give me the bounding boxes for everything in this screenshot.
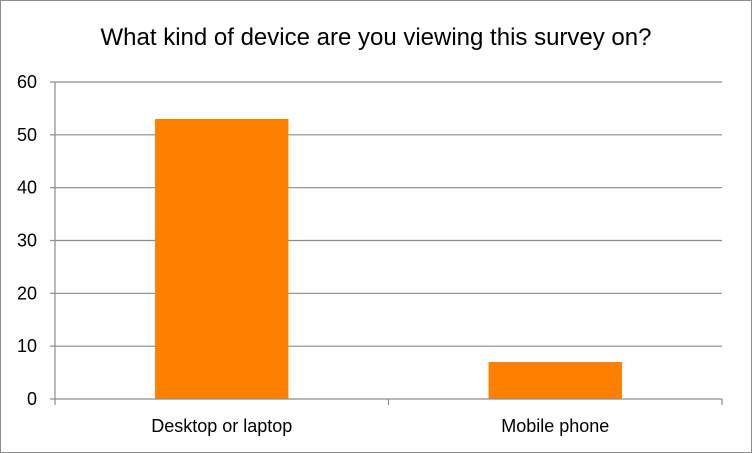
- y-tick-label: 60: [17, 72, 37, 92]
- category-labels: Desktop or laptop Mobile phone: [151, 416, 609, 436]
- y-tick-label: 20: [17, 283, 37, 303]
- y-tick-label: 10: [17, 336, 37, 356]
- category-label: Mobile phone: [501, 416, 609, 436]
- bars: [155, 118, 622, 399]
- y-tick-label: 50: [17, 125, 37, 145]
- bar: [488, 362, 622, 399]
- y-tick-labels: 0 10 20 30 40 50 60: [17, 72, 37, 409]
- bar: [155, 118, 289, 399]
- axes: [50, 81, 723, 405]
- category-label: Desktop or laptop: [151, 416, 292, 436]
- chart-title: What kind of device are you viewing this…: [100, 24, 652, 51]
- y-tick-label: 30: [17, 231, 37, 251]
- y-tick-label: 40: [17, 178, 37, 198]
- y-tick-label: 0: [27, 389, 37, 409]
